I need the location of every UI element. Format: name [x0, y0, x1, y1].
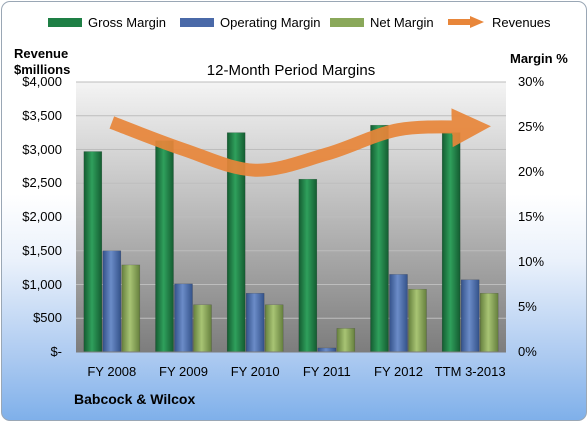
net-margin-bar	[121, 264, 141, 353]
y-right-tick-label: 0%	[518, 344, 537, 359]
net-margin-bar	[479, 293, 499, 353]
gross-margin-bar	[370, 124, 389, 353]
net-margin-bar	[193, 304, 212, 353]
gross-margin-bar	[83, 151, 103, 353]
legend-swatch-net-margin	[330, 17, 364, 27]
gross-margin-bar	[155, 140, 174, 353]
legend-item-net-margin: Net Margin	[330, 14, 434, 30]
net-margin-bar	[336, 328, 356, 353]
legend-label-operating-margin: Operating Margin	[220, 14, 321, 30]
legend-swatch-operating-margin	[180, 17, 214, 27]
net-margin-bar	[408, 288, 427, 353]
legend-arrow-icon	[448, 16, 484, 28]
operating-margin-bar	[389, 274, 408, 353]
legend-item-operating-margin: Operating Margin	[180, 14, 320, 30]
company-name: Babcock & Wilcox	[74, 391, 196, 407]
operating-margin-bar	[317, 347, 337, 353]
revenues-line	[109, 108, 491, 177]
y-left-tick-label: $500	[33, 310, 62, 326]
y-right-tick-label: 15%	[518, 209, 545, 224]
operating-margin-bar	[245, 293, 265, 353]
y-left-tick-label: $4,000	[22, 74, 62, 89]
chart-title: 12-Month Period Margins	[206, 62, 376, 79]
x-tick-label: FY 2008	[87, 364, 137, 379]
y-right-tick-label: 10%	[518, 254, 545, 269]
x-tick-label: FY 2011	[302, 364, 351, 379]
operating-margin-bar	[174, 283, 193, 353]
y-left-tick-label: $1,500	[22, 242, 62, 258]
y-right-tick-label: 30%	[518, 74, 545, 89]
legend-label-revenues: Revenues	[492, 14, 551, 30]
left-axis-title-line2: $millions	[14, 62, 71, 77]
legend-label-net-margin: Net Margin	[370, 14, 434, 30]
y-right-tick-label: 5%	[518, 299, 537, 314]
y-left-tick-label: $-	[50, 344, 62, 359]
gross-margin-bar	[298, 178, 318, 353]
legend-item-gross-margin: Gross Margin	[48, 14, 166, 30]
gross-margin-bar	[441, 132, 461, 353]
operating-margin-bar	[460, 279, 480, 353]
y-left-tick-label: $2,000	[22, 209, 62, 224]
x-tick-label: TTM 3-2013	[434, 364, 506, 379]
x-tick-label: FY 2010	[230, 364, 280, 379]
revenue-line-layer	[109, 108, 491, 177]
y-right-tick-label: 20%	[518, 164, 545, 179]
legend-label-gross-margin: Gross Margin	[88, 14, 167, 30]
left-axis-title-line1: Revenue	[14, 46, 69, 61]
x-tick-label: FY 2009	[159, 364, 208, 379]
net-margin-bar	[264, 304, 284, 353]
operating-margin-bar	[102, 250, 122, 353]
y-right-tick-label: 25%	[518, 119, 545, 134]
y-left-tick-label: $3,000	[22, 141, 62, 157]
y-left-tick-label: $3,500	[22, 107, 62, 123]
y-left-tick-label: $1,000	[22, 276, 62, 292]
legend-item-revenues: Revenues	[446, 14, 551, 30]
x-tick-label: FY 2012	[374, 364, 423, 379]
gridlines	[76, 81, 506, 319]
y-left-tick-label: $2,500	[22, 175, 62, 191]
legend-swatch-gross-margin	[48, 17, 82, 27]
right-axis-title: Margin %	[510, 51, 568, 66]
